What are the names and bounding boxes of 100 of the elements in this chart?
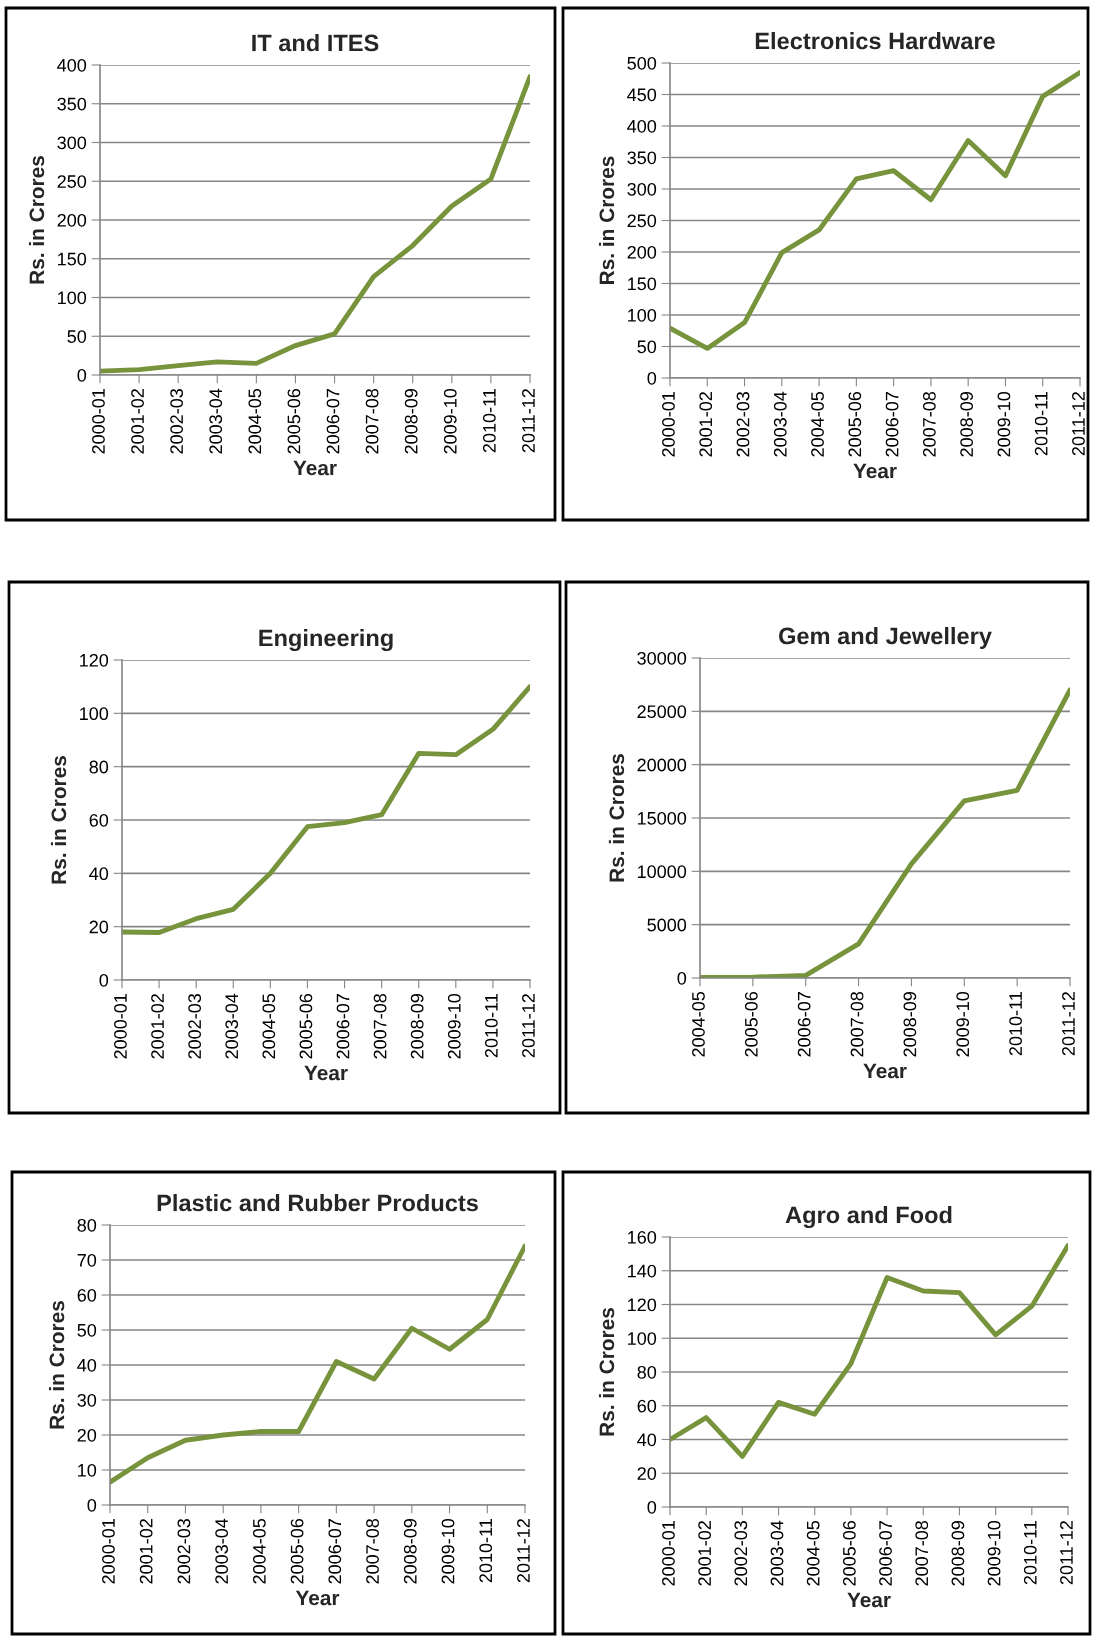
y-tick-label: 0 bbox=[99, 973, 109, 987]
y-tick-label: 350 bbox=[627, 151, 657, 165]
x-tick-label: 2006-07 bbox=[336, 994, 350, 1059]
x-tick-label: 2011-12 bbox=[522, 389, 535, 453]
x-tick-label: 2007-08 bbox=[365, 388, 379, 454]
x-axis-title: Year bbox=[863, 1063, 907, 1079]
y-tick-label: 450 bbox=[627, 88, 657, 102]
x-tick-label: 2011-12 bbox=[1060, 1521, 1073, 1585]
y-tick-label: 0 bbox=[647, 1500, 657, 1514]
y-tick-label: 20 bbox=[89, 920, 109, 934]
y-tick-label: 400 bbox=[627, 119, 657, 133]
y-tick-label: 30000 bbox=[637, 651, 687, 665]
y-tick-label: 300 bbox=[627, 182, 657, 196]
x-tick-label: 2005-06 bbox=[842, 1520, 856, 1586]
y-tick-label: 0 bbox=[677, 971, 687, 985]
y-tick-label: 500 bbox=[627, 56, 657, 70]
x-tick-label: 2009-10 bbox=[447, 993, 461, 1059]
x-tick-label: 2006-07 bbox=[326, 389, 340, 454]
x-tick-label: 2003-04 bbox=[773, 391, 787, 457]
y-axis-title: Rs. in Crores bbox=[608, 754, 625, 882]
y-tick-label: 10 bbox=[78, 1463, 97, 1477]
y-tick-label: 80 bbox=[637, 1365, 657, 1379]
y-tick-label: 120 bbox=[80, 653, 109, 667]
y-tick-label: 30 bbox=[77, 1393, 97, 1407]
x-tick-label: 2011-12 bbox=[1062, 992, 1075, 1056]
x-tick-label: 2002-03 bbox=[170, 388, 184, 454]
x-tick-label: 2011-12 bbox=[522, 994, 535, 1058]
chart-title: Gem and Jewellery bbox=[779, 627, 992, 650]
x-tick-label: 2003-04 bbox=[225, 993, 239, 1059]
x-tick-label: 2009-10 bbox=[956, 991, 970, 1057]
x-tick-label: 2011-12 bbox=[1072, 392, 1085, 456]
x-tick-label: 2003-04 bbox=[770, 1520, 784, 1586]
x-tick-label: 2000-01 bbox=[662, 392, 675, 457]
x-axis-title: Year bbox=[847, 1592, 891, 1608]
y-tick-label: 25000 bbox=[637, 705, 687, 719]
y-tick-label: 100 bbox=[58, 291, 87, 305]
y-tick-label: 60 bbox=[89, 813, 109, 827]
y-tick-label: 60 bbox=[77, 1288, 97, 1302]
y-tick-label: 50 bbox=[77, 1323, 97, 1337]
y-tick-label: 80 bbox=[89, 760, 109, 774]
x-tick-label: 2003-04 bbox=[215, 1518, 229, 1584]
x-tick-label: 2000-01 bbox=[114, 994, 127, 1059]
x-tick-label: 2010-11 bbox=[482, 389, 496, 453]
x-tick-label: 2006-07 bbox=[328, 1519, 342, 1584]
x-tick-label: 2008-09 bbox=[903, 992, 917, 1057]
y-tick-label: 0 bbox=[77, 368, 87, 382]
y-tick-label: 250 bbox=[57, 175, 87, 188]
x-tick-label: 2009-10 bbox=[987, 1520, 1001, 1586]
x-tick-label: 2002-03 bbox=[736, 391, 750, 457]
x-tick-label: 2009-10 bbox=[997, 391, 1011, 457]
y-tick-label: 400 bbox=[57, 58, 87, 72]
y-tick-label: 40 bbox=[77, 1358, 97, 1372]
x-tick-label: 2002-03 bbox=[177, 1518, 191, 1584]
x-tick-label: 2004-05 bbox=[252, 1518, 266, 1584]
y-axis-title: Rs. in Crores bbox=[48, 1301, 65, 1429]
x-tick-label: 2008-09 bbox=[410, 994, 424, 1059]
x-tick-label: 2008-09 bbox=[960, 392, 974, 457]
y-axis-title: Rs. in Crores bbox=[28, 156, 45, 284]
x-tick-label: 2010-11 bbox=[1034, 392, 1048, 456]
x-tick-label: 2000-01 bbox=[662, 1521, 675, 1586]
x-tick-label: 2003-04 bbox=[209, 388, 223, 454]
x-tick-label: 2007-08 bbox=[366, 1518, 379, 1584]
x-tick-label: 2009-10 bbox=[441, 1518, 455, 1584]
y-tick-label: 100 bbox=[80, 707, 109, 721]
y-tick-label: 150 bbox=[58, 252, 87, 266]
x-tick-label: 2004-05 bbox=[806, 1520, 820, 1586]
x-tick-label: 2005-06 bbox=[299, 993, 313, 1059]
y-tick-label: 40 bbox=[89, 867, 109, 881]
y-tick-label: 50 bbox=[637, 340, 657, 354]
x-tick-label: 2007-08 bbox=[922, 391, 936, 457]
x-tick-label: 2008-09 bbox=[404, 389, 418, 454]
x-tick-label: 2001-02 bbox=[698, 1521, 712, 1586]
x-tick-label: 2001-02 bbox=[699, 392, 713, 457]
x-tick-label: 2001-02 bbox=[131, 389, 144, 454]
y-tick-label: 40 bbox=[637, 1433, 657, 1447]
x-tick-label: 2005-06 bbox=[287, 388, 301, 454]
x-tick-label: 2005-06 bbox=[290, 1518, 304, 1584]
y-tick-label: 50 bbox=[67, 330, 87, 343]
y-tick-label: 15000 bbox=[637, 811, 687, 825]
y-tick-label: 20000 bbox=[637, 758, 687, 772]
y-tick-label: 200 bbox=[627, 245, 657, 259]
x-tick-label: 2010-11 bbox=[1023, 1521, 1037, 1585]
y-tick-label: 60 bbox=[637, 1399, 657, 1413]
x-axis-title: Year bbox=[853, 463, 897, 479]
x-tick-label: 2008-09 bbox=[403, 1519, 417, 1584]
x-tick-label: 2004-05 bbox=[811, 391, 824, 457]
x-tick-label: 2005-06 bbox=[848, 391, 862, 457]
y-tick-label: 160 bbox=[628, 1230, 657, 1244]
chart-title: Agro and Food bbox=[785, 1206, 952, 1229]
x-tick-label: 2007-08 bbox=[850, 991, 864, 1057]
y-tick-label: 150 bbox=[628, 277, 657, 291]
y-tick-label: 250 bbox=[627, 214, 657, 228]
x-axis-title: Year bbox=[293, 460, 337, 476]
x-tick-label: 2010-11 bbox=[1009, 992, 1022, 1056]
x-tick-label: 2010-11 bbox=[479, 1519, 493, 1583]
chart-title: Engineering bbox=[259, 629, 393, 652]
y-axis-title: Rs. in Crores bbox=[598, 156, 615, 284]
y-tick-label: 100 bbox=[628, 1332, 657, 1345]
y-tick-label: 100 bbox=[628, 308, 657, 322]
chart-title: Plastic and Rubber Products bbox=[157, 1194, 478, 1212]
